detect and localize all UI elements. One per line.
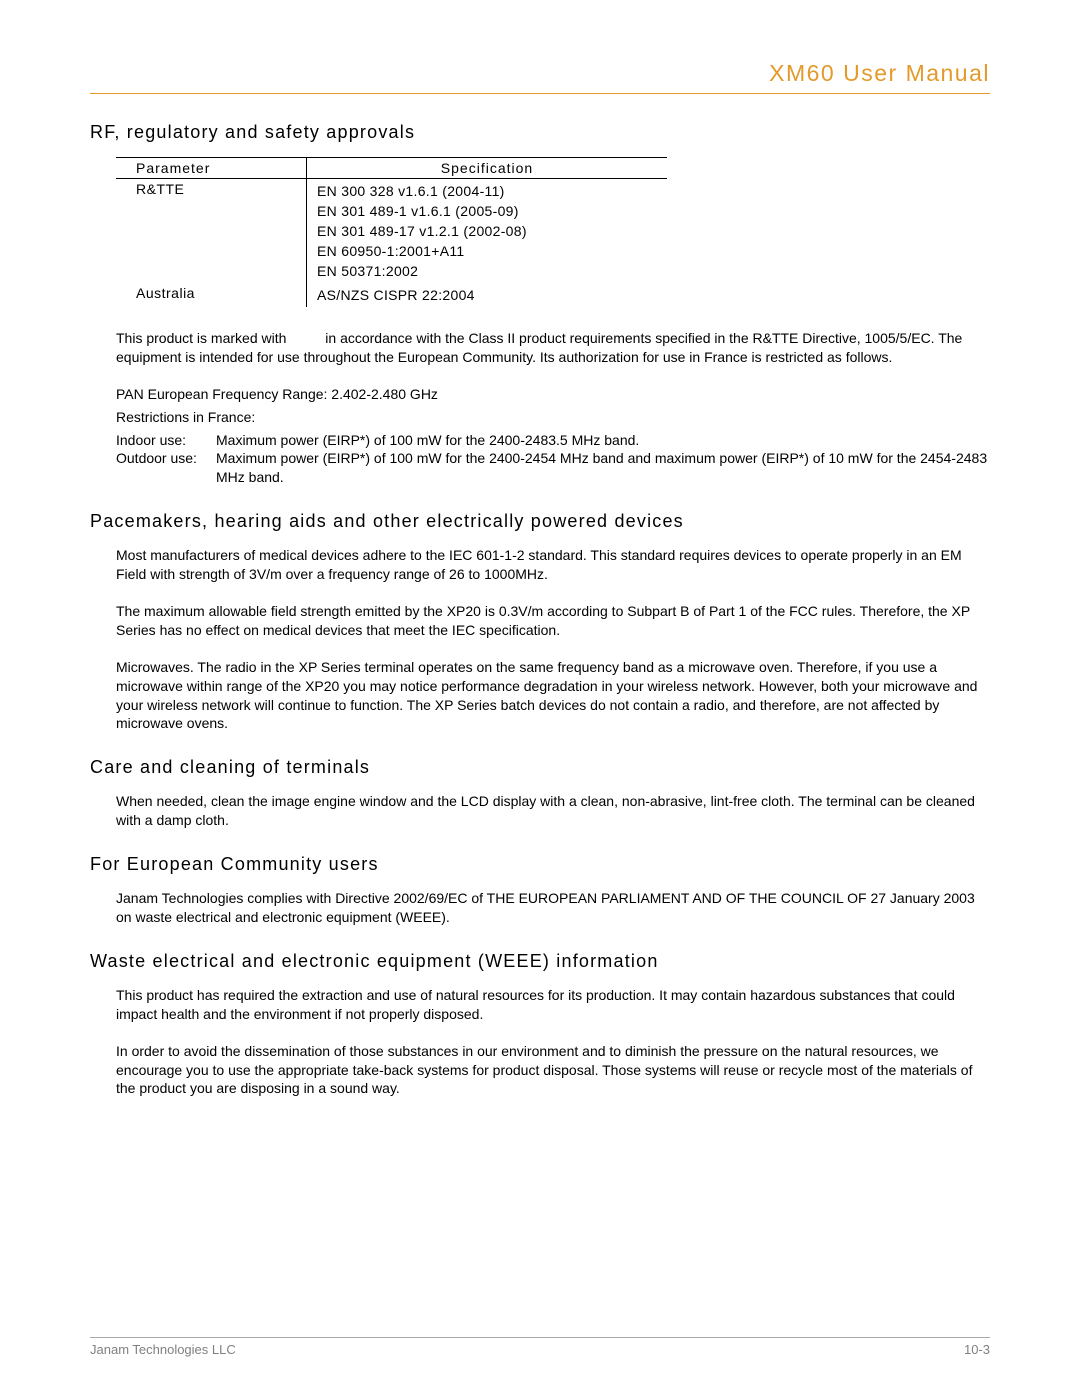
spec-table: Parameter Specification R&TTE EN 300 328… (116, 157, 667, 307)
indoor-row: Indoor use: Maximum power (EIRP*) of 100… (116, 431, 990, 450)
pacemakers-content: Most manufacturers of medical devices ad… (116, 546, 990, 733)
restrictions-block: PAN European Frequency Range: 2.402-2.48… (116, 385, 990, 487)
weee-p2: In order to avoid the dissemination of t… (116, 1042, 990, 1099)
indoor-label: Indoor use: (116, 431, 216, 450)
spec-line: EN 50371:2002 (317, 261, 657, 281)
table-header-row: Parameter Specification (116, 158, 667, 179)
spec-line: EN 301 489-17 v1.2.1 (2002-08) (317, 221, 657, 241)
spec-line: AS/NZS CISPR 22:2004 (317, 285, 657, 305)
section-heading-pacemakers: Pacemakers, hearing aids and other elect… (90, 511, 990, 532)
table-row: Australia AS/NZS CISPR 22:2004 (116, 283, 667, 307)
indoor-value: Maximum power (EIRP*) of 100 mW for the … (216, 431, 990, 450)
weee-p1: This product has required the extraction… (116, 986, 990, 1024)
rf-content: Parameter Specification R&TTE EN 300 328… (116, 157, 990, 487)
footer-page-number: 10-3 (964, 1342, 990, 1357)
eu-content: Janam Technologies complies with Directi… (116, 889, 990, 927)
col-parameter: Parameter (116, 158, 307, 179)
rf-marked-paragraph: This product is marked with in accordanc… (116, 329, 990, 367)
param-cell: Australia (116, 283, 307, 307)
spec-line: EN 300 328 v1.6.1 (2004-11) (317, 181, 657, 201)
footer: Janam Technologies LLC 10-3 (90, 1337, 990, 1357)
section-heading-rf: RF, regulatory and safety approvals (90, 122, 990, 143)
outdoor-value: Maximum power (EIRP*) of 100 mW for the … (216, 449, 990, 487)
table-row: R&TTE EN 300 328 v1.6.1 (2004-11) EN 301… (116, 179, 667, 284)
eu-p1: Janam Technologies complies with Directi… (116, 889, 990, 927)
spec-line: EN 60950-1:2001+A11 (317, 241, 657, 261)
spec-cell: AS/NZS CISPR 22:2004 (307, 283, 668, 307)
header-title: XM60 User Manual (90, 60, 990, 94)
care-content: When needed, clean the image engine wind… (116, 792, 990, 830)
section-heading-eu: For European Community users (90, 854, 990, 875)
outdoor-label: Outdoor use: (116, 449, 216, 487)
param-cell: R&TTE (116, 179, 307, 284)
footer-company: Janam Technologies LLC (90, 1342, 236, 1357)
col-specification: Specification (307, 158, 668, 179)
pan-line: PAN European Frequency Range: 2.402-2.48… (116, 385, 990, 404)
pacemakers-p3: Microwaves. The radio in the XP Series t… (116, 658, 990, 734)
pacemakers-p2: The maximum allowable field strength emi… (116, 602, 990, 640)
outdoor-row: Outdoor use: Maximum power (EIRP*) of 10… (116, 449, 990, 487)
weee-content: This product has required the extraction… (116, 986, 990, 1098)
section-heading-care: Care and cleaning of terminals (90, 757, 990, 778)
care-p1: When needed, clean the image engine wind… (116, 792, 990, 830)
section-heading-weee: Waste electrical and electronic equipmen… (90, 951, 990, 972)
restrict-title: Restrictions in France: (116, 408, 990, 427)
spec-cell: EN 300 328 v1.6.1 (2004-11) EN 301 489-1… (307, 179, 668, 284)
pacemakers-p1: Most manufacturers of medical devices ad… (116, 546, 990, 584)
spec-line: EN 301 489-1 v1.6.1 (2005-09) (317, 201, 657, 221)
page: XM60 User Manual RF, regulatory and safe… (0, 0, 1080, 1397)
